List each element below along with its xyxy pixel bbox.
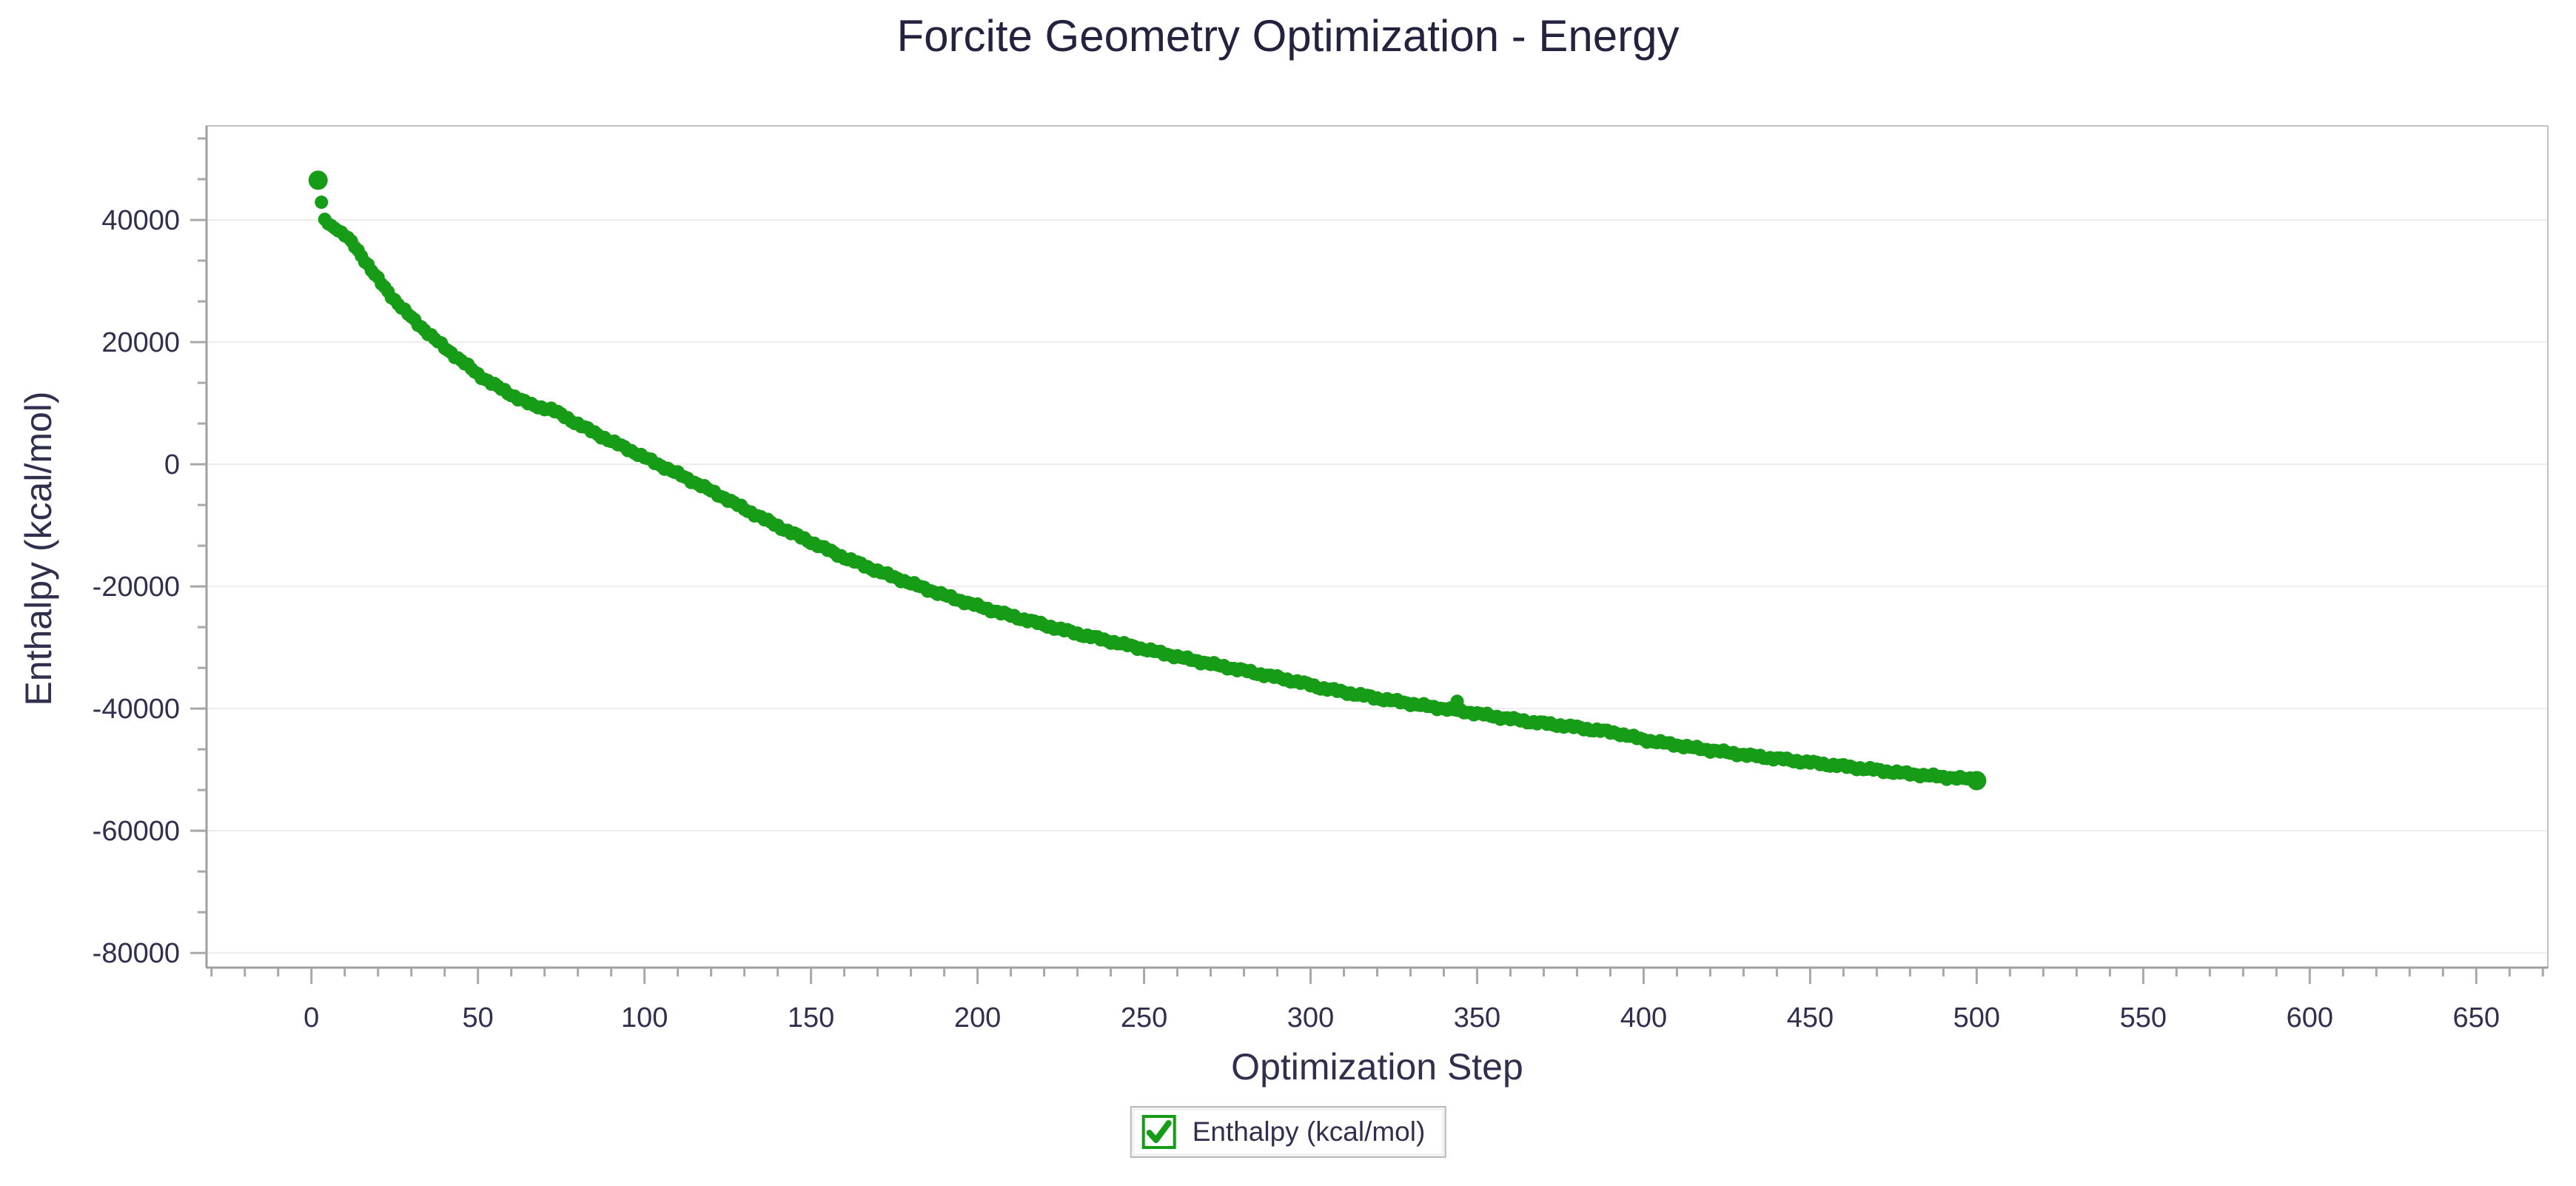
svg-text:150: 150 <box>788 1002 834 1033</box>
svg-text:250: 250 <box>1121 1002 1167 1033</box>
svg-text:0: 0 <box>164 449 180 480</box>
svg-text:100: 100 <box>621 1002 668 1033</box>
svg-text:650: 650 <box>2453 1002 2500 1033</box>
y-tick-labels: 40000 20000 0 -20000 -40000 -60000 -80000 <box>93 205 180 969</box>
checkmark-path <box>1146 1120 1172 1143</box>
svg-text:40000: 40000 <box>101 205 180 236</box>
outlier-point <box>1450 694 1464 708</box>
axis-ticks <box>190 137 2544 984</box>
y-axis-title: Enthalpy (kcal/mol) <box>18 391 59 706</box>
svg-text:-60000: -60000 <box>93 816 180 847</box>
legend-checkbox-enthalpy[interactable] <box>1141 1115 1176 1149</box>
gridlines <box>207 219 2548 954</box>
svg-text:-20000: -20000 <box>93 572 180 603</box>
series-enthalpy-kcal-mol- <box>308 170 1987 791</box>
x-tick-labels: 0 50 100 150 200 250 300 350 400 450 500 550 600 650 <box>303 1002 2500 1033</box>
svg-text:20000: 20000 <box>101 327 180 358</box>
svg-text:-40000: -40000 <box>93 694 180 725</box>
svg-text:300: 300 <box>1287 1002 1334 1033</box>
svg-text:-80000: -80000 <box>93 938 180 969</box>
axis-frame <box>205 125 2549 969</box>
legend: Enthalpy (kcal/mol) <box>1130 1106 1446 1158</box>
svg-text:200: 200 <box>954 1002 1001 1033</box>
legend-item-label: Enthalpy (kcal/mol) <box>1192 1116 1426 1147</box>
svg-text:500: 500 <box>1953 1002 2000 1033</box>
chart-title: Forcite Geometry Optimization - Energy <box>896 11 1680 61</box>
svg-text:350: 350 <box>1454 1002 1500 1033</box>
svg-text:400: 400 <box>1620 1002 1667 1033</box>
checkmark-icon <box>1146 1120 1172 1143</box>
svg-text:450: 450 <box>1787 1002 1834 1033</box>
svg-text:600: 600 <box>2287 1002 2333 1033</box>
x-axis-title: Optimization Step <box>1231 1046 1523 1088</box>
svg-text:50: 50 <box>463 1002 494 1033</box>
svg-text:0: 0 <box>303 1002 319 1033</box>
svg-text:550: 550 <box>2120 1002 2167 1033</box>
